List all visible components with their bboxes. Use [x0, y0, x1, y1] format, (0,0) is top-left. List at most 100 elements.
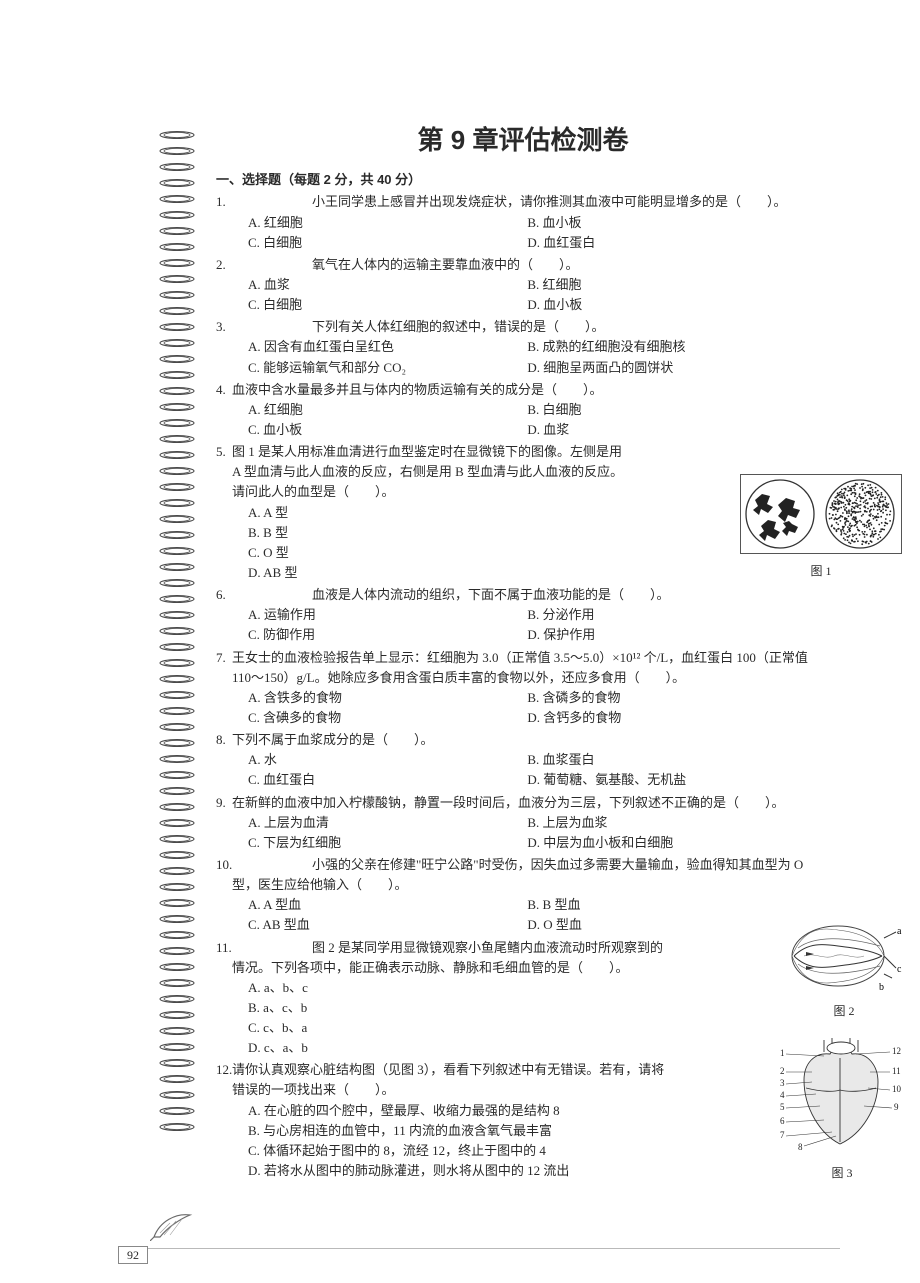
svg-text:7: 7: [780, 1130, 785, 1140]
option: C. AB 型血: [248, 915, 527, 935]
question-stem: 图 2 是某同学用显微镜观察小鱼尾鳍内血液流动时所观察到的情况。下列各项中，能正…: [232, 938, 672, 978]
option: A. 含铁多的食物: [248, 688, 527, 708]
option: B. B 型血: [527, 895, 830, 915]
option: D. 细胞呈两面凸的圆饼状: [527, 358, 830, 378]
option-row: C. 血小板D. 血浆: [232, 420, 830, 440]
question-number: 10.: [216, 855, 232, 875]
option-row: C. 含碘多的食物D. 含钙多的食物: [232, 708, 830, 728]
figure-1-caption: 图 1: [740, 562, 902, 581]
section-heading: 一、选择题（每题 2 分，共 40 分）: [216, 170, 830, 190]
figure-3: 1 2 3 4 5 6 7 8 12 11 10 9 图 3: [778, 1036, 906, 1183]
question: 11.图 2 是某同学用显微镜观察小鱼尾鳍内血液流动时所观察到的情况。下列各项中…: [216, 938, 830, 1059]
question-stem: 血液是人体内流动的组织，下面不属于血液功能的是（ ）。: [232, 585, 830, 605]
option: B. 白细胞: [527, 400, 830, 420]
question: 6. 血液是人体内流动的组织，下面不属于血液功能的是（ ）。A. 运输作用B. 分…: [216, 585, 830, 645]
option-row: C. 下层为红细胞D. 中层为血小板和白细胞: [232, 833, 830, 853]
option: D. c、a、b: [232, 1038, 830, 1058]
option: C. 血红蛋白: [248, 770, 527, 790]
option-row: A. 含铁多的食物B. 含磷多的食物: [232, 688, 830, 708]
option: C. 血小板: [248, 420, 527, 440]
figure-2-caption: 图 2: [784, 1002, 904, 1021]
question-number: 8.: [216, 730, 226, 750]
option: A. 因含有血红蛋白呈红色: [248, 337, 527, 357]
page-number-box: 92: [118, 1246, 148, 1264]
option: D. 葡萄糖、氨基酸、无机盐: [527, 770, 830, 790]
option: D. 中层为血小板和白细胞: [527, 833, 830, 853]
option: C. 防御作用: [248, 625, 527, 645]
question-number: 6.: [216, 585, 226, 605]
option: D. 血红蛋白: [527, 233, 830, 253]
option: B. 成熟的红细胞没有细胞核: [527, 337, 830, 357]
question-stem: 小王同学患上感冒并出现发烧症状，请你推测其血液中可能明显增多的是（ ）。: [232, 192, 830, 212]
question-stem: 王女士的血液检验报告单上显示：红细胞为 3.0（正常值 3.5～5.0）×10¹…: [232, 648, 830, 688]
option: C. 白细胞: [248, 295, 527, 315]
option-row: A. 红细胞B. 血小板: [232, 213, 830, 233]
question: 9.在新鲜的血液中加入柠檬酸钠，静置一段时间后，血液分为三层，下列叙述不正确的是…: [216, 793, 830, 853]
option: B. 分泌作用: [527, 605, 830, 625]
option: B. a、c、b: [232, 998, 830, 1018]
question-number: 5.: [216, 442, 226, 462]
figure-1: 图 1: [740, 474, 902, 581]
question: 3.下列有关人体红细胞的叙述中，错误的是（ ）。A. 因含有血红蛋白呈红色B. …: [216, 317, 830, 377]
option-row: C. 血红蛋白D. 葡萄糖、氨基酸、无机盐: [232, 770, 830, 790]
question: 8. 下列不属于血浆成分的是（ ）。A. 水B. 血浆蛋白C. 血红蛋白D. 葡萄…: [216, 730, 830, 790]
option: D. 血浆: [527, 420, 830, 440]
question: 5. 图 1 是某人用标准血清进行血型鉴定时在显微镜下的图像。左侧是用 A 型血清…: [216, 442, 830, 583]
page-title: 第 9 章评估检测卷: [216, 120, 830, 160]
option: B. 含磷多的食物: [527, 688, 830, 708]
question-number: 7.: [216, 648, 226, 668]
option: A. 血浆: [248, 275, 527, 295]
option-row: A. 上层为血清B. 上层为血浆: [232, 813, 830, 833]
option-row: A. 水B. 血浆蛋白: [232, 750, 830, 770]
option: D. 保护作用: [527, 625, 830, 645]
question-stem: 下列不属于血浆成分的是（ ）。: [232, 730, 830, 750]
svg-text:4: 4: [780, 1090, 785, 1100]
option: D. 含钙多的食物: [527, 708, 830, 728]
option: A. 水: [248, 750, 527, 770]
feather-icon: [150, 1211, 194, 1241]
option: A. A 型血: [248, 895, 527, 915]
option: C. 含碘多的食物: [248, 708, 527, 728]
question: 10.小强的父亲在修建"旺宁公路"时受伤，因失血过多需要大量输血，验血得知其血型…: [216, 855, 830, 936]
svg-text:10: 10: [892, 1084, 902, 1094]
option-row: C. 能够运输氧气和部分 CO₂D. 细胞呈两面凸的圆饼状: [232, 358, 830, 378]
option-row: C. 防御作用D. 保护作用: [232, 625, 830, 645]
question: 1.小王同学患上感冒并出现发烧症状，请你推测其血液中可能明显增多的是（ ）。A.…: [216, 192, 830, 252]
question-stem: 请你认真观察心脏结构图（见图 3），看看下列叙述中有无错误。若有，请将错误的一项…: [232, 1060, 672, 1100]
figure-3-caption: 图 3: [778, 1164, 906, 1183]
figure-2: a c b 图 2: [784, 916, 904, 1021]
option: A. 红细胞: [248, 213, 527, 233]
option-row: A. 因含有血红蛋白呈红色B. 成熟的红细胞没有细胞核: [232, 337, 830, 357]
option-row: C. AB 型血D. O 型血: [232, 915, 830, 935]
fish-tail-capillary-icon: a c b: [784, 916, 902, 994]
exam-page: 第 9 章评估检测卷 一、选择题（每题 2 分，共 40 分） 1.小王同学患上…: [0, 0, 920, 1283]
option: A. 在心脏的四个腔中，壁最厚、收缩力最强的是结构 8: [232, 1101, 688, 1121]
question: 12.请你认真观察心脏结构图（见图 3），看看下列叙述中有无错误。若有，请将错误…: [216, 1060, 830, 1181]
option: C. 白细胞: [248, 233, 527, 253]
question-stem: 图 1 是某人用标准血清进行血型鉴定时在显微镜下的图像。左侧是用 A 型血清与此…: [232, 442, 630, 502]
question: 4. 血液中含水量最多并且与体内的物质运输有关的成分是（ ）。A. 红细胞B. 白…: [216, 380, 830, 440]
option-row: A. 血浆B. 红细胞: [232, 275, 830, 295]
svg-text:b: b: [879, 982, 884, 993]
option-row: C. 白细胞D. 血小板: [232, 295, 830, 315]
svg-text:2: 2: [780, 1066, 785, 1076]
option: A. 红细胞: [248, 400, 527, 420]
option: B. 上层为血浆: [527, 813, 830, 833]
question-number: 4.: [216, 380, 226, 400]
svg-text:12: 12: [892, 1046, 901, 1056]
svg-text:6: 6: [780, 1116, 785, 1126]
option: B. 血浆蛋白: [527, 750, 830, 770]
option-row: C. 白细胞D. 血红蛋白: [232, 233, 830, 253]
question-number: 9.: [216, 793, 226, 813]
heart-diagram-icon: 1 2 3 4 5 6 7 8 12 11 10 9: [778, 1036, 904, 1156]
question-stem: 血液中含水量最多并且与体内的物质运输有关的成分是（ ）。: [232, 380, 830, 400]
option: A. 运输作用: [248, 605, 527, 625]
question-number: 12.: [216, 1060, 232, 1080]
option: A. 上层为血清: [248, 813, 527, 833]
option: D. 血小板: [527, 295, 830, 315]
svg-text:a: a: [897, 926, 902, 937]
option: B. 血小板: [527, 213, 830, 233]
option: C. 体循环起始于图中的 8，流经 12，终止于图中的 4: [232, 1141, 688, 1161]
question: 2.氧气在人体内的运输主要靠血液中的（ ）。A. 血浆B. 红细胞C. 白细胞D…: [216, 255, 830, 315]
question-stem: 下列有关人体红细胞的叙述中，错误的是（ ）。: [232, 317, 830, 337]
